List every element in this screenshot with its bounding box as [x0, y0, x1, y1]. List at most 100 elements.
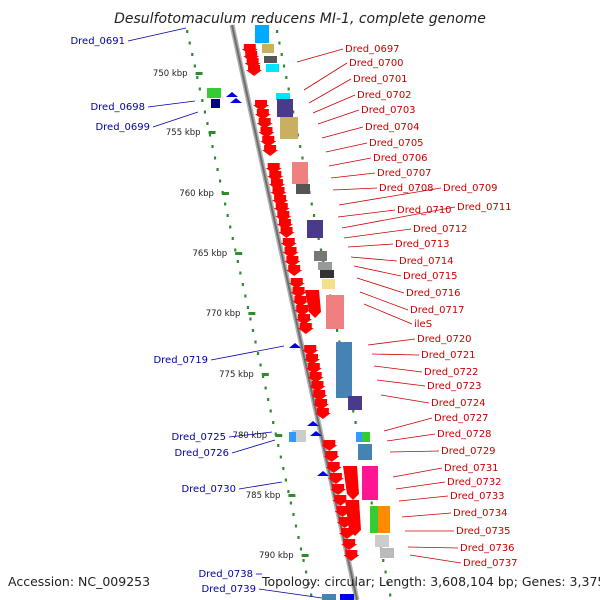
- gene-labels: Dred_0697 Dred_0700 Dred_0701 Dred_0702 Dred…: [70, 36, 517, 595]
- gene-label-dred_0723[interactable]: Dred_0723: [427, 381, 482, 392]
- gc-dot: [289, 501, 293, 505]
- gc-dot: [287, 490, 290, 493]
- tick-label: 775 kbp: [219, 370, 254, 380]
- forward-gene-arrow: [292, 296, 309, 307]
- gc-dot: [269, 409, 272, 413]
- gc-dot: [208, 133, 212, 137]
- forward-gene-arrow: [254, 109, 271, 120]
- leader-line: [398, 495, 449, 502]
- gc-dot: [299, 547, 303, 551]
- forward-gene-arrow: [241, 44, 258, 55]
- leader-line: [341, 206, 456, 229]
- gene-label-dred_0730[interactable]: Dred_0730: [181, 484, 236, 495]
- reverse-gene-arrow: [289, 343, 301, 348]
- gc-dot: [292, 110, 295, 114]
- feature-block: [266, 64, 279, 72]
- gene-label-dred_0706[interactable]: Dred_0706: [373, 153, 428, 164]
- forward-gene-arrow: [332, 495, 349, 506]
- gc-dot: [352, 409, 355, 413]
- gene-label-dred_0738[interactable]: Dred_0738: [198, 569, 253, 580]
- feature-block: [255, 25, 269, 43]
- forward-gene-arrow: [294, 305, 311, 316]
- gene-label-iles[interactable]: ileS: [414, 319, 432, 330]
- gene-label-dred_0721[interactable]: Dred_0721: [421, 350, 476, 361]
- feature-block: [375, 535, 389, 547]
- gene-label-dred_0710[interactable]: Dred_0710: [397, 205, 452, 216]
- gene-label-dred_0704[interactable]: Dred_0704: [365, 122, 420, 133]
- gene-label-dred_0724[interactable]: Dred_0724: [431, 398, 486, 409]
- feature-block: [322, 594, 336, 600]
- gene-label-dred_0725[interactable]: Dred_0725: [171, 432, 226, 443]
- gene-label-dred_0720[interactable]: Dred_0720: [417, 334, 472, 345]
- gene-label-dred_0719[interactable]: Dred_0719: [153, 355, 208, 366]
- gene-label-dred_0734[interactable]: Dred_0734: [453, 508, 508, 519]
- leader-line: [347, 243, 394, 248]
- gene-label-dred_0714[interactable]: Dred_0714: [399, 256, 454, 267]
- gene-label-dred_0729[interactable]: Dred_0729: [441, 446, 496, 457]
- gene-label-dred_0732[interactable]: Dred_0732: [447, 477, 502, 488]
- gene-label-dred_0703[interactable]: Dred_0703: [361, 105, 416, 116]
- feature-block: [380, 548, 394, 558]
- gene-label-dred_0731[interactable]: Dred_0731: [444, 463, 499, 474]
- gene-label-dred_0698[interactable]: Dred_0698: [90, 102, 145, 113]
- tick-label: 750 kbp: [153, 69, 188, 79]
- gene-label-dred_0712[interactable]: Dred_0712: [413, 224, 468, 235]
- gene-label-dred_0733[interactable]: Dred_0733: [450, 491, 505, 502]
- gene-label-dred_0737[interactable]: Dred_0737: [463, 558, 518, 569]
- gene-label-dred_0715[interactable]: Dred_0715: [403, 271, 458, 282]
- gene-label-dred_0697[interactable]: Dred_0697: [345, 44, 400, 55]
- leader-line: [296, 48, 344, 63]
- gc-dot: [246, 306, 250, 309]
- gene-label-dred_0699[interactable]: Dred_0699: [95, 122, 150, 133]
- gc-dot: [213, 156, 217, 160]
- gc-dot: [236, 260, 239, 263]
- gene-label-dred_0713[interactable]: Dred_0713: [395, 239, 450, 250]
- feature-block: [292, 162, 308, 184]
- feature-block: [296, 184, 310, 194]
- gene-label-dred_0708[interactable]: Dred_0708: [379, 183, 434, 194]
- gene-label-dred_0736[interactable]: Dred_0736: [460, 543, 515, 554]
- leader-line: [228, 431, 273, 438]
- gene-label-dred_0726[interactable]: Dred_0726: [174, 448, 229, 459]
- gc-dot: [256, 352, 260, 355]
- gene-label-dred_0735[interactable]: Dred_0735: [456, 526, 511, 537]
- gc-dot: [201, 99, 204, 102]
- gc-dot: [294, 524, 298, 528]
- gene-label-dred_0728[interactable]: Dred_0728: [437, 429, 492, 440]
- leader-line: [238, 481, 283, 490]
- forward-gene-arrow: [253, 100, 270, 111]
- gene-label-dred_0691[interactable]: Dred_0691: [70, 36, 125, 47]
- gc-dot: [292, 513, 295, 516]
- gene-label-dred_0702[interactable]: Dred_0702: [357, 90, 412, 101]
- leader-line: [330, 172, 376, 179]
- gene-label-dred_0707[interactable]: Dred_0707: [377, 168, 432, 179]
- feature-block: [264, 56, 277, 63]
- gc-dot: [203, 110, 207, 114]
- gene-label-dred_0717[interactable]: Dred_0717: [410, 305, 465, 316]
- feature-block: [336, 342, 352, 398]
- forward-gene-arrow: [341, 539, 358, 550]
- tick-label: 790 kbp: [259, 551, 294, 561]
- gene-label-dred_0727[interactable]: Dred_0727: [434, 413, 489, 424]
- tick-mark: [301, 554, 309, 557]
- gc-dot: [239, 271, 242, 275]
- feature-block: [207, 88, 221, 98]
- tick-mark: [275, 434, 283, 437]
- gene-label-dred_0700[interactable]: Dred_0700: [349, 58, 404, 69]
- gc-dot: [277, 444, 280, 447]
- gc-dot: [218, 179, 222, 183]
- feature-block: [318, 262, 332, 270]
- gene-label-dred_0711[interactable]: Dred_0711: [457, 202, 512, 213]
- gene-label-dred_0739[interactable]: Dred_0739: [201, 584, 256, 595]
- gene-label-dred_0716[interactable]: Dred_0716: [406, 288, 461, 299]
- forward-gene-arrow: [307, 372, 324, 383]
- gene-label-dred_0705[interactable]: Dred_0705: [369, 138, 424, 149]
- gene-label-dred_0722[interactable]: Dred_0722: [424, 367, 479, 378]
- feature-block: [276, 93, 290, 100]
- forward-gene-arrow: [284, 256, 301, 267]
- gene-label-dred_0709[interactable]: Dred_0709: [443, 183, 498, 194]
- gc-dot: [384, 570, 387, 574]
- forward-gene-arrow: [256, 118, 273, 129]
- gene-label-dred_0701[interactable]: Dred_0701: [353, 74, 408, 85]
- gc-dot: [336, 329, 339, 332]
